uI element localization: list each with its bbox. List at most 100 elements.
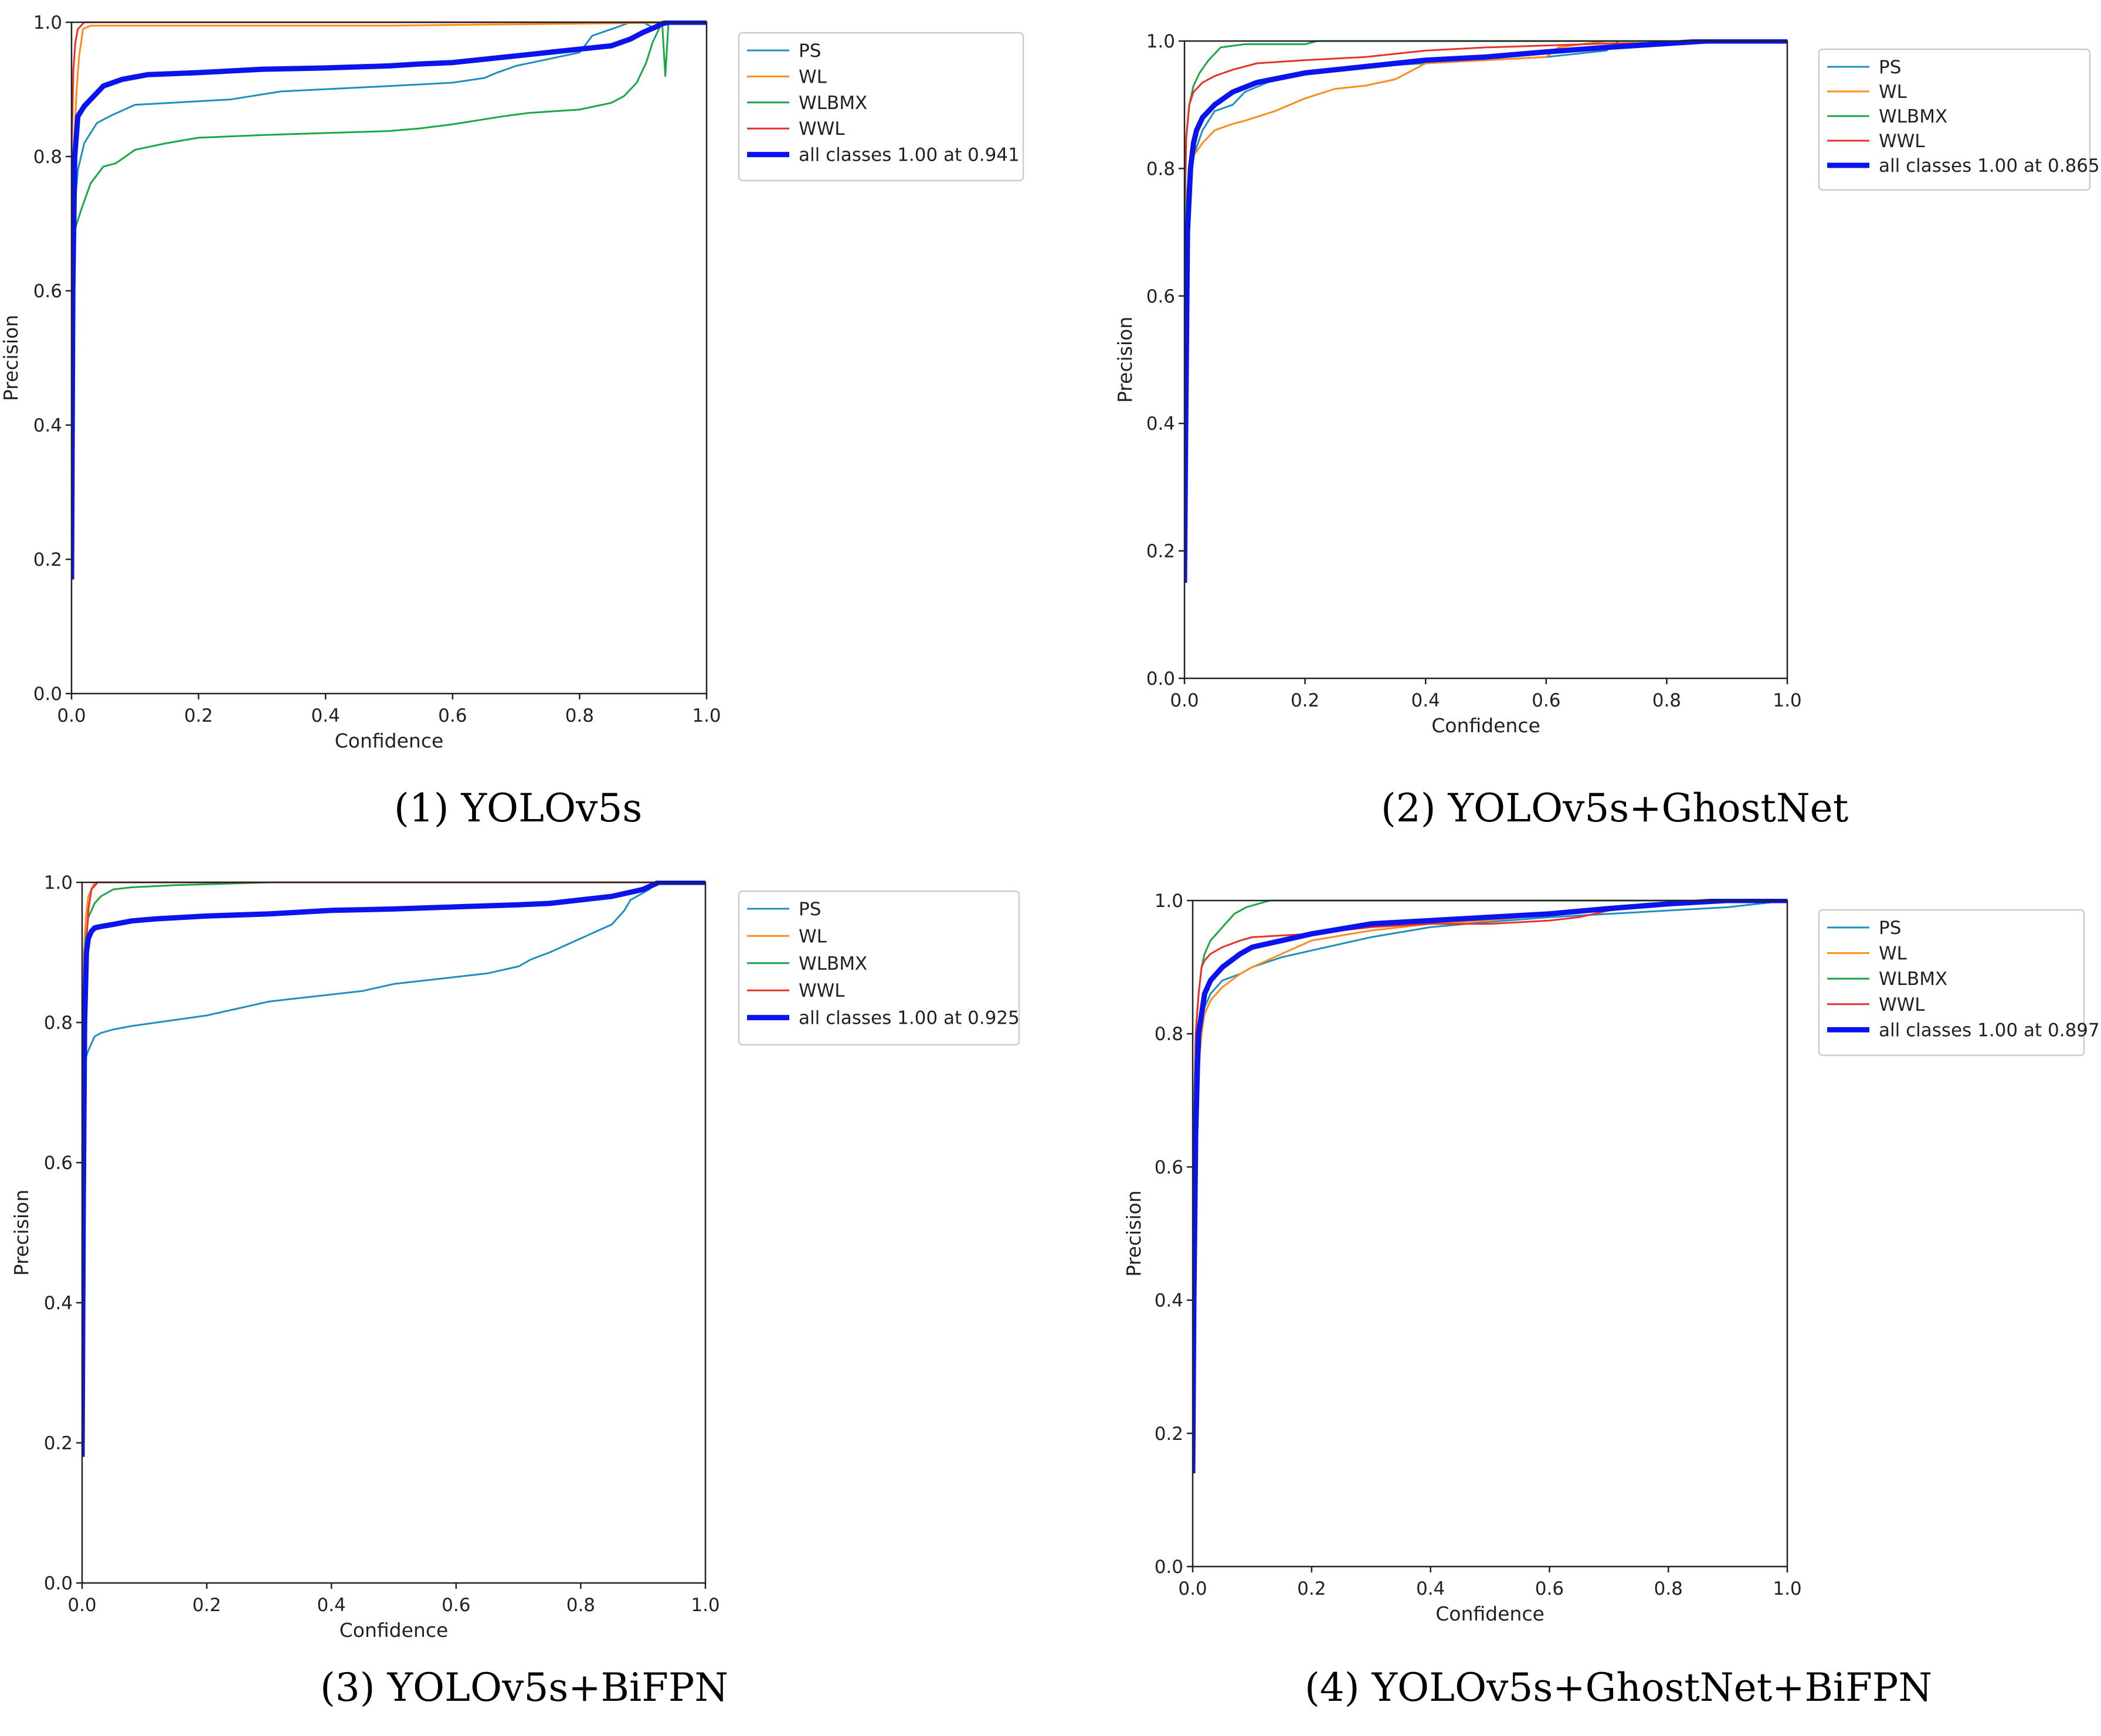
legend-box bbox=[1818, 48, 2091, 191]
y-tick-label: 0.4 bbox=[33, 415, 62, 436]
series-line-all bbox=[82, 881, 705, 1457]
y-tick-label: 1.0 bbox=[44, 872, 73, 894]
plot-frame bbox=[81, 881, 707, 1584]
y-axis-label: Precision bbox=[1114, 317, 1136, 403]
series-line-ps bbox=[1193, 899, 1787, 1300]
y-tick-label: 0.4 bbox=[44, 1293, 73, 1314]
y-tick-label: 0.2 bbox=[33, 549, 62, 570]
legend-label: WL bbox=[1879, 943, 1907, 964]
x-tick-label: 0.4 bbox=[1416, 1578, 1445, 1599]
x-tick-label: 0.2 bbox=[1291, 690, 1319, 711]
x-axis-label: Confidence bbox=[335, 729, 444, 752]
x-tick-label: 0.0 bbox=[57, 705, 86, 726]
legend-label: WLBMX bbox=[799, 953, 867, 974]
y-tick-label: 0.0 bbox=[44, 1573, 73, 1594]
x-tick-label: 0.2 bbox=[1297, 1578, 1326, 1599]
legend-label: all classes 1.00 at 0.941 bbox=[799, 145, 1020, 166]
x-tick-label: 0.2 bbox=[184, 705, 213, 726]
series-line-all bbox=[72, 21, 707, 580]
caption-yolov5s-ghostnet: (2) YOLOv5s+GhostNet bbox=[1381, 786, 1849, 831]
x-axis-label: Confidence bbox=[1431, 714, 1540, 737]
y-axis-label: Precision bbox=[10, 1190, 33, 1276]
legend-label: PS bbox=[799, 40, 821, 62]
x-tick-label: 0.8 bbox=[565, 705, 594, 726]
legend-label: WLBMX bbox=[1879, 969, 1947, 990]
legend-label: all classes 1.00 at 0.925 bbox=[799, 1008, 1020, 1029]
x-axis-label: Confidence bbox=[1435, 1602, 1545, 1625]
y-tick-label: 0.8 bbox=[1146, 158, 1175, 179]
y-tick-label: 1.0 bbox=[1146, 31, 1175, 52]
plot-frame bbox=[1192, 899, 1788, 1568]
legend-label: WL bbox=[1879, 81, 1907, 103]
series-line-wlbmx bbox=[72, 21, 707, 291]
series-line-all bbox=[1193, 899, 1787, 1474]
series-line-ps bbox=[72, 21, 707, 325]
legend-label: PS bbox=[1879, 918, 1901, 939]
x-tick-label: 1.0 bbox=[691, 1595, 719, 1616]
series-line-ps bbox=[1184, 40, 1787, 392]
legend-label: WLBMX bbox=[799, 93, 867, 114]
y-tick-label: 0.6 bbox=[1146, 286, 1175, 307]
series-line-wl bbox=[1184, 40, 1787, 392]
x-tick-label: 0.4 bbox=[317, 1595, 346, 1616]
y-tick-label: 0.2 bbox=[1155, 1424, 1183, 1445]
series-group bbox=[82, 881, 705, 1457]
y-tick-label: 0.0 bbox=[33, 684, 62, 705]
y-tick-label: 0.2 bbox=[44, 1433, 73, 1454]
legend-label: all classes 1.00 at 0.865 bbox=[1879, 155, 2100, 176]
series-line-wwl bbox=[72, 21, 707, 157]
x-tick-label: 0.6 bbox=[1535, 1578, 1564, 1599]
y-tick-label: 0.4 bbox=[1146, 413, 1175, 434]
x-tick-label: 1.0 bbox=[692, 705, 721, 726]
x-tick-label: 0.8 bbox=[1654, 1578, 1683, 1599]
caption-yolov5s-ghostnet-bifpn: (4) YOLOv5s+GhostNet+BiFPN bbox=[1305, 1665, 1933, 1710]
legend-box bbox=[738, 890, 1020, 1046]
caption-yolov5s-bifpn: (3) YOLOv5s+BiFPN bbox=[320, 1665, 729, 1710]
legend-label: WL bbox=[799, 926, 827, 947]
caption-yolov5s: (1) YOLOv5s bbox=[394, 786, 643, 831]
series-group bbox=[1193, 899, 1787, 1474]
y-tick-label: 0.6 bbox=[33, 281, 62, 302]
series-line-all bbox=[1184, 39, 1787, 583]
y-tick-label: 0.4 bbox=[1155, 1290, 1183, 1312]
legend-label: all classes 1.00 at 0.897 bbox=[1879, 1020, 2100, 1041]
x-tick-label: 0.6 bbox=[1532, 690, 1560, 711]
legend-box bbox=[1818, 909, 2085, 1056]
x-tick-label: 0.6 bbox=[442, 1595, 470, 1616]
y-axis-label: Precision bbox=[0, 315, 22, 401]
y-tick-label: 0.6 bbox=[1155, 1157, 1183, 1178]
chart-panel-3: 0.0 0.2 0.4 0.6 0.8 1.0 0.0 0.2 0.4 0.6 0.8 1.0 Conf… bbox=[10, 872, 1020, 1642]
x-tick-label: 0.4 bbox=[1411, 690, 1440, 711]
legend-label: WLBMX bbox=[1879, 106, 1947, 127]
x-tick-label: 0.8 bbox=[566, 1595, 595, 1616]
legend-box bbox=[738, 32, 1024, 182]
series-line-wwl bbox=[1193, 899, 1787, 1234]
y-tick-label: 0.0 bbox=[1146, 668, 1175, 689]
x-tick-label: 0.0 bbox=[67, 1595, 96, 1616]
y-tick-label: 0.8 bbox=[33, 147, 62, 168]
chart-panel-2: 0.0 0.2 0.4 0.6 0.8 1.0 0.0 0.2 0.4 0.6 0.8 1.0 Conf… bbox=[1114, 31, 2100, 737]
series-line-wl bbox=[1193, 899, 1787, 1267]
x-tick-label: 0.6 bbox=[438, 705, 467, 726]
legend-label: WL bbox=[799, 66, 827, 87]
y-tick-label: 0.6 bbox=[44, 1153, 73, 1174]
legend-label: WWL bbox=[799, 980, 845, 1001]
legend-label: PS bbox=[799, 899, 821, 920]
y-tick-label: 1.0 bbox=[33, 12, 62, 33]
legend-label: WWL bbox=[1879, 994, 1925, 1015]
x-tick-label: 0.8 bbox=[1652, 690, 1681, 711]
chart-panel-4: 0.0 0.2 0.4 0.6 0.8 1.0 0.0 0.2 0.4 0.6 0.8 1.0 Conf… bbox=[1122, 891, 2100, 1625]
series-line-wwl bbox=[1184, 40, 1787, 201]
legend-label: WWL bbox=[1879, 131, 1925, 152]
x-tick-label: 0.0 bbox=[1178, 1578, 1207, 1599]
series-line-wlbmx bbox=[1184, 40, 1787, 233]
y-tick-label: 0.2 bbox=[1146, 541, 1175, 562]
series-line-ps bbox=[82, 881, 705, 1233]
series-group bbox=[1184, 39, 1787, 583]
plot-frame bbox=[70, 21, 708, 695]
x-tick-label: 0.4 bbox=[311, 705, 340, 726]
y-tick-label: 1.0 bbox=[1155, 891, 1183, 912]
plot-frame bbox=[1183, 40, 1788, 680]
y-tick-label: 0.0 bbox=[1155, 1557, 1183, 1578]
